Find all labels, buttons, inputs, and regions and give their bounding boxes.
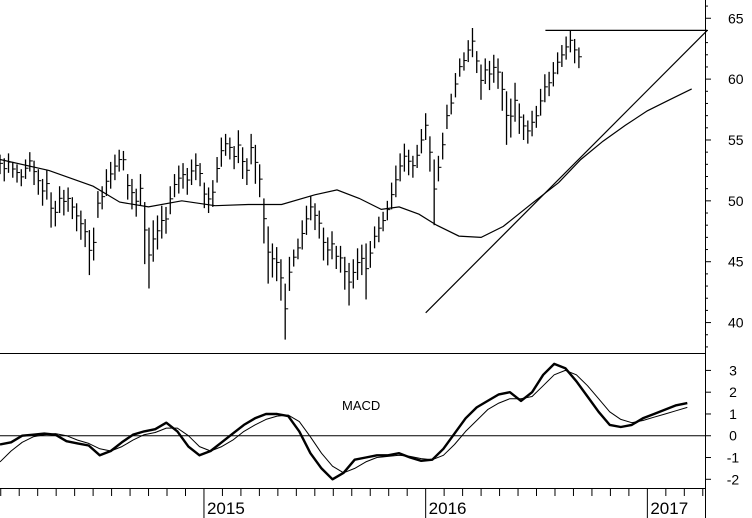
trendline-line bbox=[425, 29, 708, 314]
price-y-tick-label: 60 bbox=[728, 71, 744, 87]
macd-y-tick-label: -2 bbox=[727, 471, 740, 487]
macd-thin-line bbox=[0, 369, 688, 474]
macd-y-tick-label: -1 bbox=[727, 450, 740, 466]
macd-title: MACD bbox=[342, 398, 380, 413]
price-y-tick-label: 45 bbox=[728, 254, 744, 270]
price-y-tick-label: 65 bbox=[728, 10, 744, 26]
macd-y-tick-label: 0 bbox=[729, 428, 737, 444]
x-tick-label: 2015 bbox=[207, 499, 245, 518]
macd-y-tick-label: 1 bbox=[729, 406, 737, 422]
macd-bold-line bbox=[0, 362, 688, 481]
macd-y-tick-label: 3 bbox=[729, 362, 737, 378]
price-y-tick-label: 55 bbox=[728, 132, 744, 148]
price-y-tick-label: 40 bbox=[728, 315, 744, 331]
x-tick-label: 2016 bbox=[429, 499, 467, 518]
price-y-tick-label: 50 bbox=[728, 193, 744, 209]
x-tick-label: 2017 bbox=[650, 499, 688, 518]
macd-y-tick-label: 2 bbox=[729, 384, 737, 400]
moving-average-line bbox=[0, 88, 692, 239]
